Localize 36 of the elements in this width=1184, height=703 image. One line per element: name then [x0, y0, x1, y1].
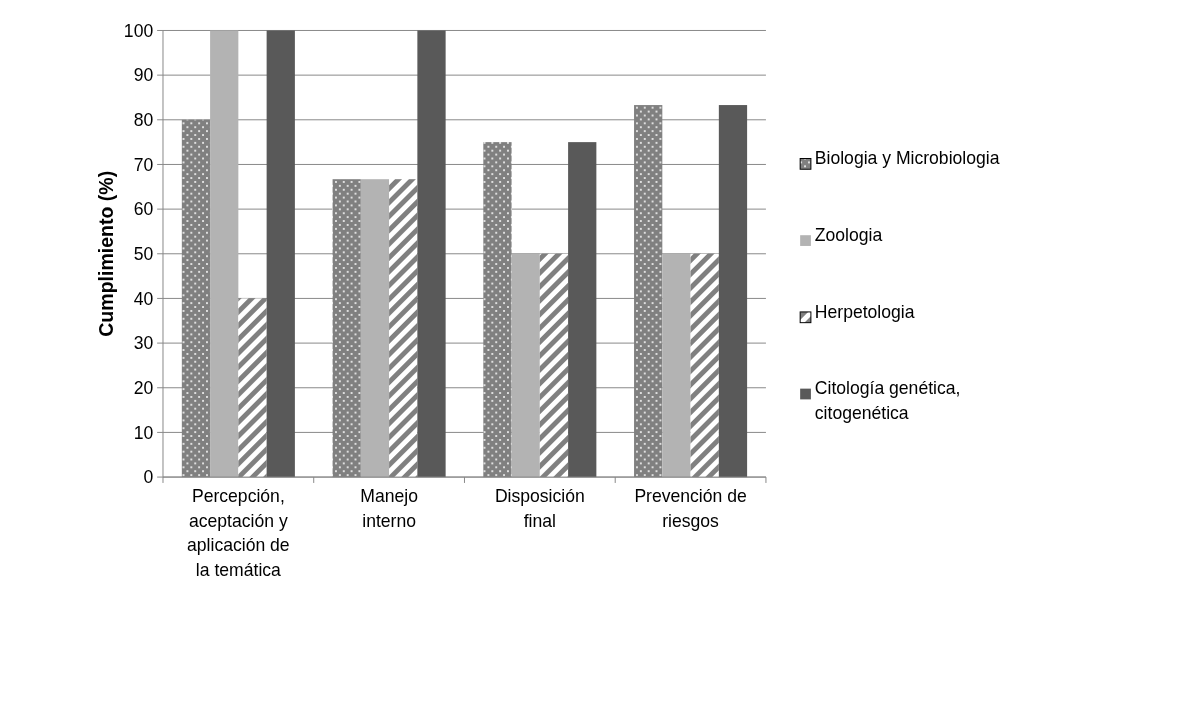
x-tick-label: Percepción, aceptación y aplicación de la temática [187, 486, 290, 580]
y-tick-label: 60 [133, 199, 154, 220]
x-tick-label: Prevención de riesgos [634, 486, 747, 531]
y-tick-label: 70 [133, 154, 154, 175]
bar [181, 119, 211, 478]
bar [483, 142, 512, 478]
bar [417, 30, 446, 478]
y-tick-label: 10 [133, 422, 154, 443]
bar [266, 30, 295, 478]
bar [389, 179, 418, 478]
y-tick-label: 90 [133, 65, 154, 86]
legend-label: Citología genética, citogenética [814, 378, 961, 423]
bar [718, 105, 748, 478]
bar [511, 253, 540, 478]
bar [238, 298, 267, 478]
legend-label: Zoologia [814, 225, 883, 246]
y-tick-label: 20 [133, 377, 154, 398]
y-tick-label: 30 [133, 333, 154, 354]
x-tick-label: Manejo interno [360, 486, 419, 531]
y-tick-label: 100 [123, 20, 154, 41]
y-tick-label: 40 [133, 288, 154, 309]
y-tick-label: 80 [133, 109, 154, 130]
x-tick-label: Disposición final [494, 486, 585, 531]
y-tick-label: 50 [133, 243, 154, 264]
legend-label: Herpetologia [814, 301, 915, 322]
bar [690, 253, 719, 478]
bar [332, 179, 361, 478]
bar [568, 142, 597, 478]
bar [539, 253, 569, 478]
bar [634, 105, 663, 478]
bar [360, 179, 390, 478]
y-tick-label: 0 [143, 467, 154, 488]
bar [210, 30, 239, 478]
legend-label: Biologia y Microbiologia [814, 148, 1000, 169]
bar [662, 253, 691, 478]
y-axis-title: Cumplimiento (%) [95, 170, 118, 337]
